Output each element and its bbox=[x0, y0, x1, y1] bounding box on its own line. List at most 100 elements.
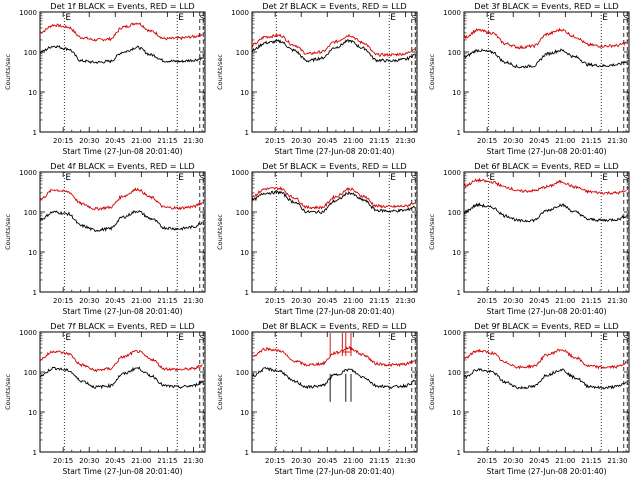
x-tick-label: 20:45 bbox=[529, 297, 549, 305]
x-tick-label: 21:15 bbox=[157, 137, 177, 145]
y-tick-label: 1000 bbox=[19, 329, 37, 337]
x-axis-label: Start Time (27-Jun-08 20:01:40) bbox=[487, 467, 607, 476]
x-axis-label: Start Time (27-Jun-08 20:01:40) bbox=[275, 307, 395, 316]
panel-title: Det 5f BLACK = Events, RED = LLD bbox=[262, 161, 406, 171]
x-tick-label: 20:15 bbox=[53, 137, 73, 145]
x-axis-label: Start Time (27-Jun-08 20:01:40) bbox=[487, 147, 607, 156]
series-line bbox=[463, 177, 627, 196]
series-line bbox=[39, 366, 204, 390]
y-tick-label: 100 bbox=[24, 209, 37, 217]
y-tick-label: 1000 bbox=[231, 169, 249, 177]
x-tick-label: 21:30 bbox=[607, 297, 627, 305]
x-tick-label: 21:30 bbox=[607, 457, 627, 465]
y-tick-label: 1000 bbox=[231, 9, 249, 17]
panel-title: Det 4f BLACK = Events, RED = LLD bbox=[50, 161, 194, 171]
s-marker-label: S bbox=[412, 14, 417, 22]
y-tick-label: 1 bbox=[457, 449, 461, 457]
plot-frame bbox=[251, 11, 418, 133]
x-axis-label: Start Time (27-Jun-08 20:01:40) bbox=[487, 307, 607, 316]
x-tick-label: 21:00 bbox=[555, 457, 575, 465]
series-line bbox=[463, 48, 627, 69]
y-tick-label: 100 bbox=[236, 49, 249, 57]
panel-7: Det 7f BLACK = Events, RED = LLD Counts/s… bbox=[4, 321, 206, 476]
panel-3: Det 3f BLACK = Events, RED = LLD Counts/s… bbox=[428, 1, 630, 156]
y-tick-label: 1000 bbox=[19, 169, 37, 177]
plot-frame bbox=[463, 331, 630, 453]
x-tick-label: 21:15 bbox=[157, 297, 177, 305]
series-line bbox=[251, 190, 415, 214]
x-tick-label: 20:30 bbox=[503, 457, 523, 465]
panel-9: Det 9f BLACK = Events, RED = LLD Counts/s… bbox=[428, 321, 630, 476]
y-tick-label: 100 bbox=[236, 209, 249, 217]
e-marker-label: E bbox=[602, 173, 608, 183]
x-tick-label: 21:15 bbox=[369, 137, 389, 145]
series-line bbox=[463, 348, 627, 370]
panel-title: Det 6f BLACK = Events, RED = LLD bbox=[474, 161, 618, 171]
x-axis-label: Start Time (27-Jun-08 20:01:40) bbox=[63, 307, 183, 316]
panel-2: Det 2f BLACK = Events, RED = LLD Counts/s… bbox=[216, 1, 418, 156]
x-tick-label: 21:30 bbox=[395, 457, 415, 465]
x-tick-label: 21:00 bbox=[555, 137, 575, 145]
s-marker-label: S bbox=[200, 174, 205, 182]
x-tick-label: 21:00 bbox=[343, 137, 363, 145]
s-marker-label: S bbox=[624, 14, 629, 22]
x-tick-label: 21:00 bbox=[343, 457, 363, 465]
panel-title: Det 7f BLACK = Events, RED = LLD bbox=[50, 321, 194, 331]
y-tick-label: 10 bbox=[28, 249, 37, 257]
e-marker-label: E bbox=[178, 333, 184, 343]
y-tick-label: 1 bbox=[457, 129, 461, 137]
y-tick-label: 1000 bbox=[19, 9, 37, 17]
x-tick-label: 21:30 bbox=[183, 297, 203, 305]
y-tick-label: 1000 bbox=[231, 329, 249, 337]
x-tick-label: 21:30 bbox=[607, 137, 627, 145]
y-tick-label: 1 bbox=[245, 129, 249, 137]
x-tick-label: 20:45 bbox=[105, 457, 125, 465]
x-tick-label: 20:15 bbox=[53, 297, 73, 305]
x-tick-label: 21:30 bbox=[395, 297, 415, 305]
x-tick-label: 21:30 bbox=[395, 137, 415, 145]
y-tick-label: 100 bbox=[236, 369, 249, 377]
y-tick-label: 100 bbox=[448, 209, 461, 217]
x-tick-label: 20:45 bbox=[317, 457, 337, 465]
plot-frame bbox=[39, 171, 206, 293]
panel-8: Det 8f BLACK = Events, RED = LLD Counts/s… bbox=[216, 321, 418, 476]
y-tick-label: 1000 bbox=[443, 329, 461, 337]
plot-frame bbox=[251, 171, 418, 293]
x-tick-label: 21:15 bbox=[581, 137, 601, 145]
e-marker-label: E bbox=[602, 333, 608, 343]
x-tick-label: 21:00 bbox=[131, 297, 151, 305]
y-tick-label: 1000 bbox=[443, 169, 461, 177]
x-tick-label: 20:45 bbox=[105, 137, 125, 145]
x-tick-label: 20:30 bbox=[291, 297, 311, 305]
e-marker-label: E bbox=[65, 333, 71, 343]
x-tick-label: 21:15 bbox=[157, 457, 177, 465]
y-axis-label: Counts/sec bbox=[216, 214, 224, 250]
series-line bbox=[39, 22, 203, 42]
y-tick-label: 1 bbox=[33, 449, 37, 457]
plot-frame bbox=[39, 331, 206, 453]
e-marker-label: E bbox=[178, 173, 184, 183]
x-tick-label: 21:15 bbox=[581, 457, 601, 465]
x-axis-label: Start Time (27-Jun-08 20:01:40) bbox=[63, 147, 183, 156]
x-tick-label: 20:30 bbox=[291, 137, 311, 145]
e-marker-label: E bbox=[489, 13, 495, 23]
panel-1: Det 1f BLACK = Events, RED = LLD Counts/s… bbox=[4, 1, 206, 156]
series-line bbox=[251, 345, 415, 368]
y-tick-label: 1 bbox=[33, 129, 37, 137]
e-marker-label: E bbox=[65, 13, 71, 23]
x-tick-label: 20:45 bbox=[529, 457, 549, 465]
x-tick-label: 21:00 bbox=[555, 297, 575, 305]
x-axis-label: Start Time (27-Jun-08 20:01:40) bbox=[275, 467, 395, 476]
x-tick-label: 20:30 bbox=[503, 297, 523, 305]
x-tick-label: 20:45 bbox=[317, 137, 337, 145]
series-line bbox=[251, 39, 415, 63]
y-tick-label: 10 bbox=[452, 249, 461, 257]
s-marker-label: S bbox=[412, 174, 417, 182]
y-tick-label: 100 bbox=[24, 369, 37, 377]
y-tick-label: 1 bbox=[33, 289, 37, 297]
e-marker-label: E bbox=[390, 333, 396, 343]
x-tick-label: 20:15 bbox=[53, 457, 73, 465]
e-marker-label: E bbox=[602, 13, 608, 23]
plot-frame bbox=[39, 11, 206, 133]
